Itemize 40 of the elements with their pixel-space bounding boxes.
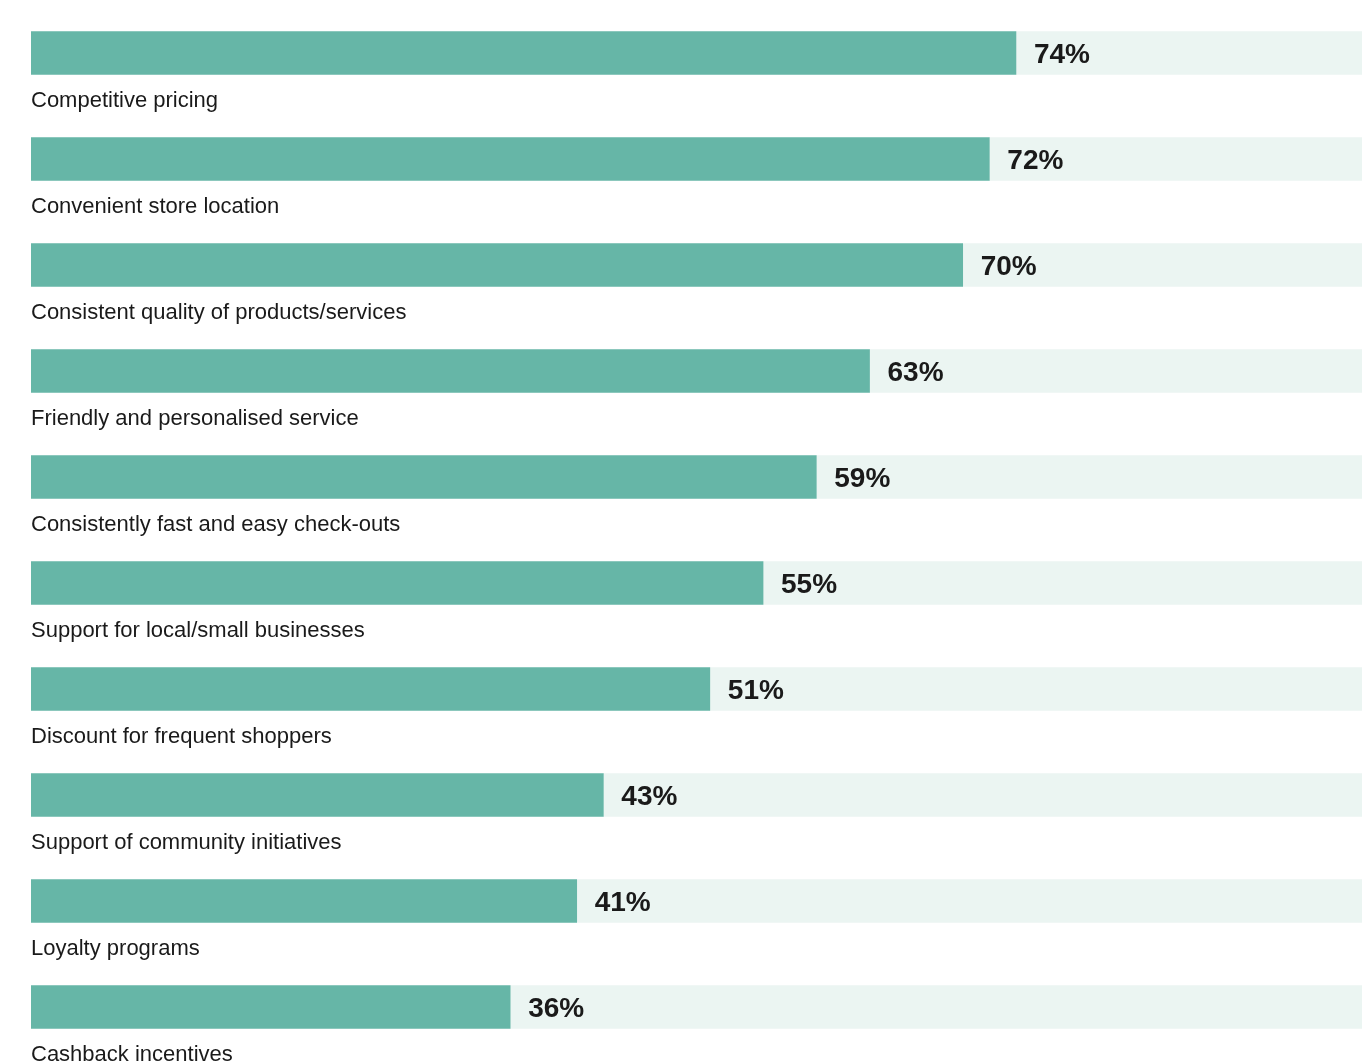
bar: [709, 667, 1362, 711]
bar: [962, 243, 1362, 287]
y-tick-label: Friendly and personalised service: [31, 404, 359, 430]
bar: [31, 455, 817, 499]
bar: [31, 667, 711, 711]
bar: [576, 879, 1362, 923]
bar: [762, 561, 1362, 605]
data-label: 43%: [621, 779, 678, 811]
bar: [31, 773, 604, 817]
y-tick-label: Support of community initiatives: [31, 828, 342, 854]
data-label: 59%: [834, 461, 891, 493]
data-label: 63%: [887, 355, 944, 387]
bar: [988, 137, 1362, 181]
y-tick-label: Competitive pricing: [31, 86, 219, 112]
data-label: 72%: [1007, 143, 1064, 175]
data-label: 55%: [781, 567, 838, 599]
bar: [31, 31, 1017, 75]
bar: [603, 773, 1362, 817]
bar: [815, 455, 1362, 499]
data-label: 74%: [1033, 37, 1091, 69]
bar: [31, 985, 511, 1029]
y-tick-label: Loyalty programs: [31, 934, 200, 960]
bar: [31, 561, 764, 605]
y-tick-label: Support for local/small businesses: [31, 616, 365, 642]
data-label: 41%: [594, 885, 651, 917]
y-tick-label: Discount for frequent shoppers: [31, 722, 332, 748]
data-label: 51%: [727, 673, 784, 705]
bar: [31, 137, 990, 181]
bar: [31, 349, 870, 393]
bar: [869, 349, 1362, 393]
bar: [509, 985, 1362, 1029]
y-tick-label: Convenient store location: [31, 192, 280, 218]
data-label: 36%: [528, 991, 585, 1023]
y-tick-label: Cashback incentives: [31, 1040, 233, 1064]
bar: [31, 243, 964, 287]
bar: [1015, 31, 1362, 75]
y-tick-label: Consistent quality of products/services: [31, 298, 407, 324]
y-tick-label: Consistently fast and easy check-outs: [31, 510, 401, 536]
data-label: 70%: [980, 249, 1037, 281]
bar: [31, 879, 578, 923]
